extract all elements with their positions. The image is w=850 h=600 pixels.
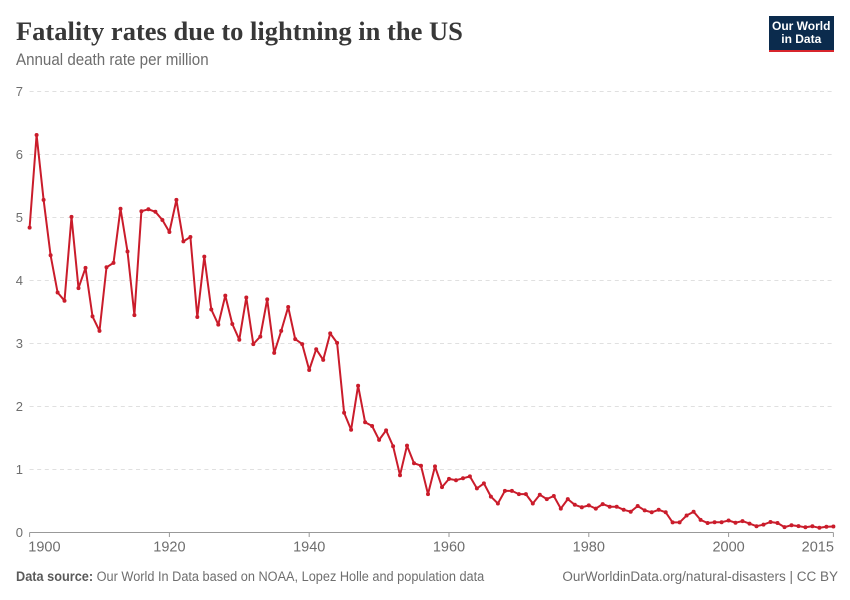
svg-text:7: 7 [16, 84, 23, 99]
svg-text:2000: 2000 [712, 540, 744, 556]
svg-text:1900: 1900 [28, 540, 60, 556]
svg-text:1920: 1920 [153, 540, 185, 556]
svg-text:3: 3 [16, 336, 23, 351]
svg-text:5: 5 [16, 210, 23, 225]
svg-text:2015: 2015 [802, 540, 834, 556]
svg-text:1960: 1960 [433, 540, 465, 556]
svg-text:1980: 1980 [573, 540, 605, 556]
svg-text:6: 6 [16, 147, 23, 162]
svg-text:0: 0 [16, 525, 23, 540]
svg-text:1: 1 [16, 462, 23, 477]
svg-text:2: 2 [16, 399, 23, 414]
svg-text:1940: 1940 [293, 540, 325, 556]
svg-text:4: 4 [16, 273, 23, 288]
